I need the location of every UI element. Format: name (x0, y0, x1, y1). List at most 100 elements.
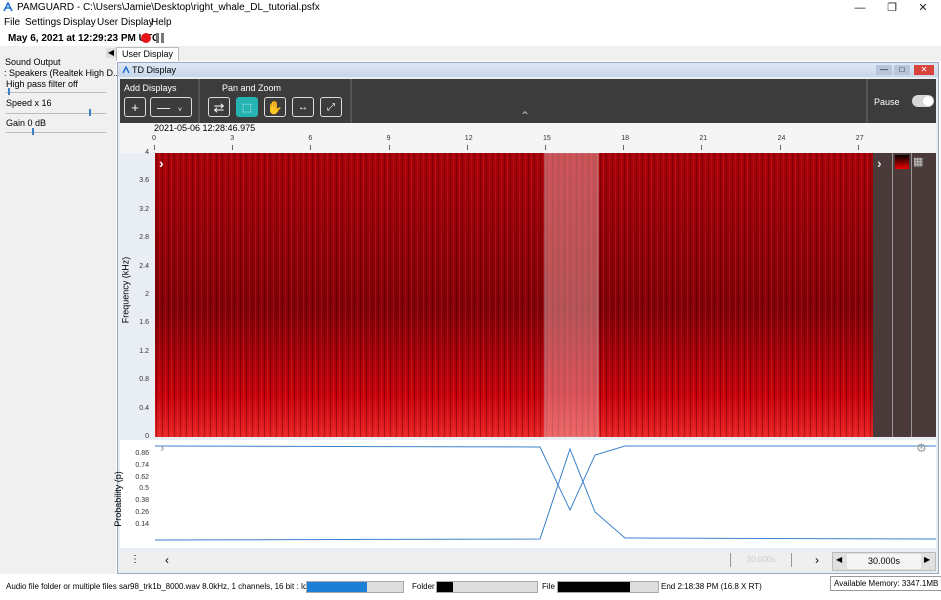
gain-label: Gain 0 dB (6, 118, 47, 128)
y-tick-label: 2 (145, 291, 149, 298)
x-tick-label: 9 (386, 135, 391, 142)
x-tick-mark (779, 145, 781, 150)
collapse-sidebar-icon[interactable]: ◀ (106, 48, 116, 58)
colour-bar-icon[interactable] (895, 155, 909, 169)
x-tick-label: 6 (308, 135, 313, 142)
pause-label: Pause (874, 97, 900, 107)
zoom-out-button[interactable]: ⤢ (320, 97, 342, 117)
td-close-button[interactable]: ✕ (914, 65, 934, 75)
y-tick-label: 0.4 (139, 404, 149, 412)
status-footer: Audio file folder or multiple files sar9… (0, 576, 941, 600)
file-progress-bar (557, 581, 659, 593)
speed-slider-knob[interactable] (89, 109, 91, 116)
gear-icon[interactable]: ⚙ (916, 441, 927, 455)
pause-group: Pause (866, 79, 938, 123)
y-tick-label: 1.6 (139, 319, 149, 327)
filter-slider[interactable] (6, 92, 106, 93)
menu-bar: File Settings Display User Display Help (0, 16, 941, 30)
collapse-toolbar-icon[interactable]: ⌃ (520, 109, 531, 123)
td-display-titlebar: TD Display — □ ✕ (118, 63, 938, 77)
x-tick-mark (310, 145, 312, 150)
x-tick-label: 15 (543, 135, 551, 142)
menu-user-display[interactable]: User Display (97, 17, 154, 28)
scroll-thumb-faint[interactable]: 30.000s (730, 553, 792, 567)
probability-plot[interactable]: Probability (p) 0.86 0.74 0.62 0.5 0.38 0.26 0… (113, 440, 936, 548)
folder-label: Folder (412, 582, 435, 591)
chevron-right-icon[interactable]: › (877, 155, 882, 171)
window-length-spinner[interactable]: ◀ 30.000s ▶ (832, 552, 936, 571)
y-tick-label: 2.4 (139, 262, 149, 270)
td-toolbar: Add Displays + — ˅ Pan and Zoom ⇄ ⬚ ✋ ↔ ⤢… (120, 79, 936, 123)
sidebar: Sound Output : Speakers (Realtek High D.… (0, 46, 121, 574)
zoom-in-button[interactable]: ↔ (292, 97, 314, 117)
td-display-icon (122, 65, 130, 74)
axis-timestamp: 2021-05-06 12:28:46.975 (154, 123, 256, 133)
prob-tick-label: 0.86 (135, 450, 149, 457)
sound-device-label[interactable]: : Speakers (Realtek High D... (4, 68, 121, 78)
menu-help[interactable]: Help (151, 17, 172, 28)
record-icon[interactable] (141, 33, 151, 43)
probability-lines (155, 445, 936, 541)
td-maximize-button[interactable]: □ (894, 65, 910, 75)
spectrogram-svg (155, 152, 873, 438)
prob-tick-label: 0.74 (135, 461, 149, 469)
spinner-right-icon[interactable]: ▶ (924, 555, 931, 564)
end-time-label: End 2:18:38 PM (16.8 X RT) (661, 582, 762, 591)
td-display-title: TD Display (132, 65, 177, 75)
remove-display-dropdown[interactable]: — ˅ (150, 97, 192, 117)
td-minimize-button[interactable]: — (876, 65, 892, 75)
x-tick-mark (388, 145, 390, 150)
swap-arrows-button[interactable]: ⇄ (208, 97, 230, 117)
x-tick-mark (623, 145, 625, 150)
x-tick-mark (466, 145, 468, 150)
pause-icon[interactable] (155, 33, 165, 43)
minimize-button[interactable]: — (854, 2, 866, 14)
title-bar: PAMGUARD - C:\Users\Jamie\Desktop\right_… (0, 0, 941, 16)
y-tick-label: 2.8 (139, 234, 149, 242)
scroll-left-icon[interactable]: ‹ (165, 553, 169, 567)
filter-slider-knob[interactable] (8, 88, 10, 95)
speed-slider[interactable] (6, 113, 106, 114)
menu-display[interactable]: Display (63, 17, 96, 28)
gain-slider-knob[interactable] (32, 128, 34, 135)
tab-user-display[interactable]: User Display (116, 47, 180, 61)
y-tick-label: 0 (145, 433, 149, 440)
tab-user-display-label: User Display (122, 49, 174, 59)
menu-settings[interactable]: Settings (25, 17, 62, 28)
x-tick-label: 12 (464, 135, 473, 142)
status-row: May 6, 2021 at 12:29:23 PM UTC (0, 31, 941, 46)
add-display-button[interactable]: + (124, 97, 146, 117)
maximize-button[interactable]: ❐ (887, 2, 897, 14)
y-tick-label: 4 (145, 149, 149, 156)
chevron-right-icon[interactable]: › (160, 440, 165, 455)
more-options-icon[interactable]: ⋮ (130, 554, 140, 565)
menu-file[interactable]: File (4, 17, 21, 28)
settings-icon[interactable]: ▦ (913, 156, 924, 168)
pan-hand-button[interactable]: ✋ (264, 97, 286, 117)
side-panel-divider (892, 153, 893, 437)
prob-tick-label: 0.5 (139, 485, 149, 493)
side-panel-divider (911, 153, 912, 437)
window-length-value: 30.000s (847, 554, 921, 569)
pause-toggle[interactable] (912, 95, 934, 107)
chevron-right-icon[interactable]: › (159, 155, 164, 171)
spinner-left-icon[interactable]: ◀ (836, 555, 843, 564)
x-tick-label: 24 (777, 135, 786, 142)
spectrogram-plot[interactable]: › (155, 152, 873, 438)
x-tick-label: 21 (699, 135, 708, 142)
y-tick-label: 0.8 (139, 376, 149, 384)
current-datetime: May 6, 2021 at 12:29:23 PM UTC (8, 33, 160, 44)
select-area-button[interactable]: ⬚ (236, 97, 258, 117)
status-progress-bar (306, 581, 404, 593)
x-tick-mark (857, 145, 859, 150)
app-logo-icon (3, 1, 13, 12)
y-tick-label: 3.2 (139, 205, 149, 213)
x-tick-label: 0 (152, 135, 156, 142)
prob-tick-label: 0.14 (135, 520, 149, 528)
y-tick-label: 1.2 (139, 347, 149, 355)
x-tick-mark (154, 145, 155, 150)
scroll-right-icon[interactable]: › (815, 553, 819, 567)
probability-axis-label: Probability (p) (112, 471, 123, 527)
close-button[interactable]: ✕ (918, 2, 928, 14)
gain-slider[interactable] (6, 132, 106, 133)
